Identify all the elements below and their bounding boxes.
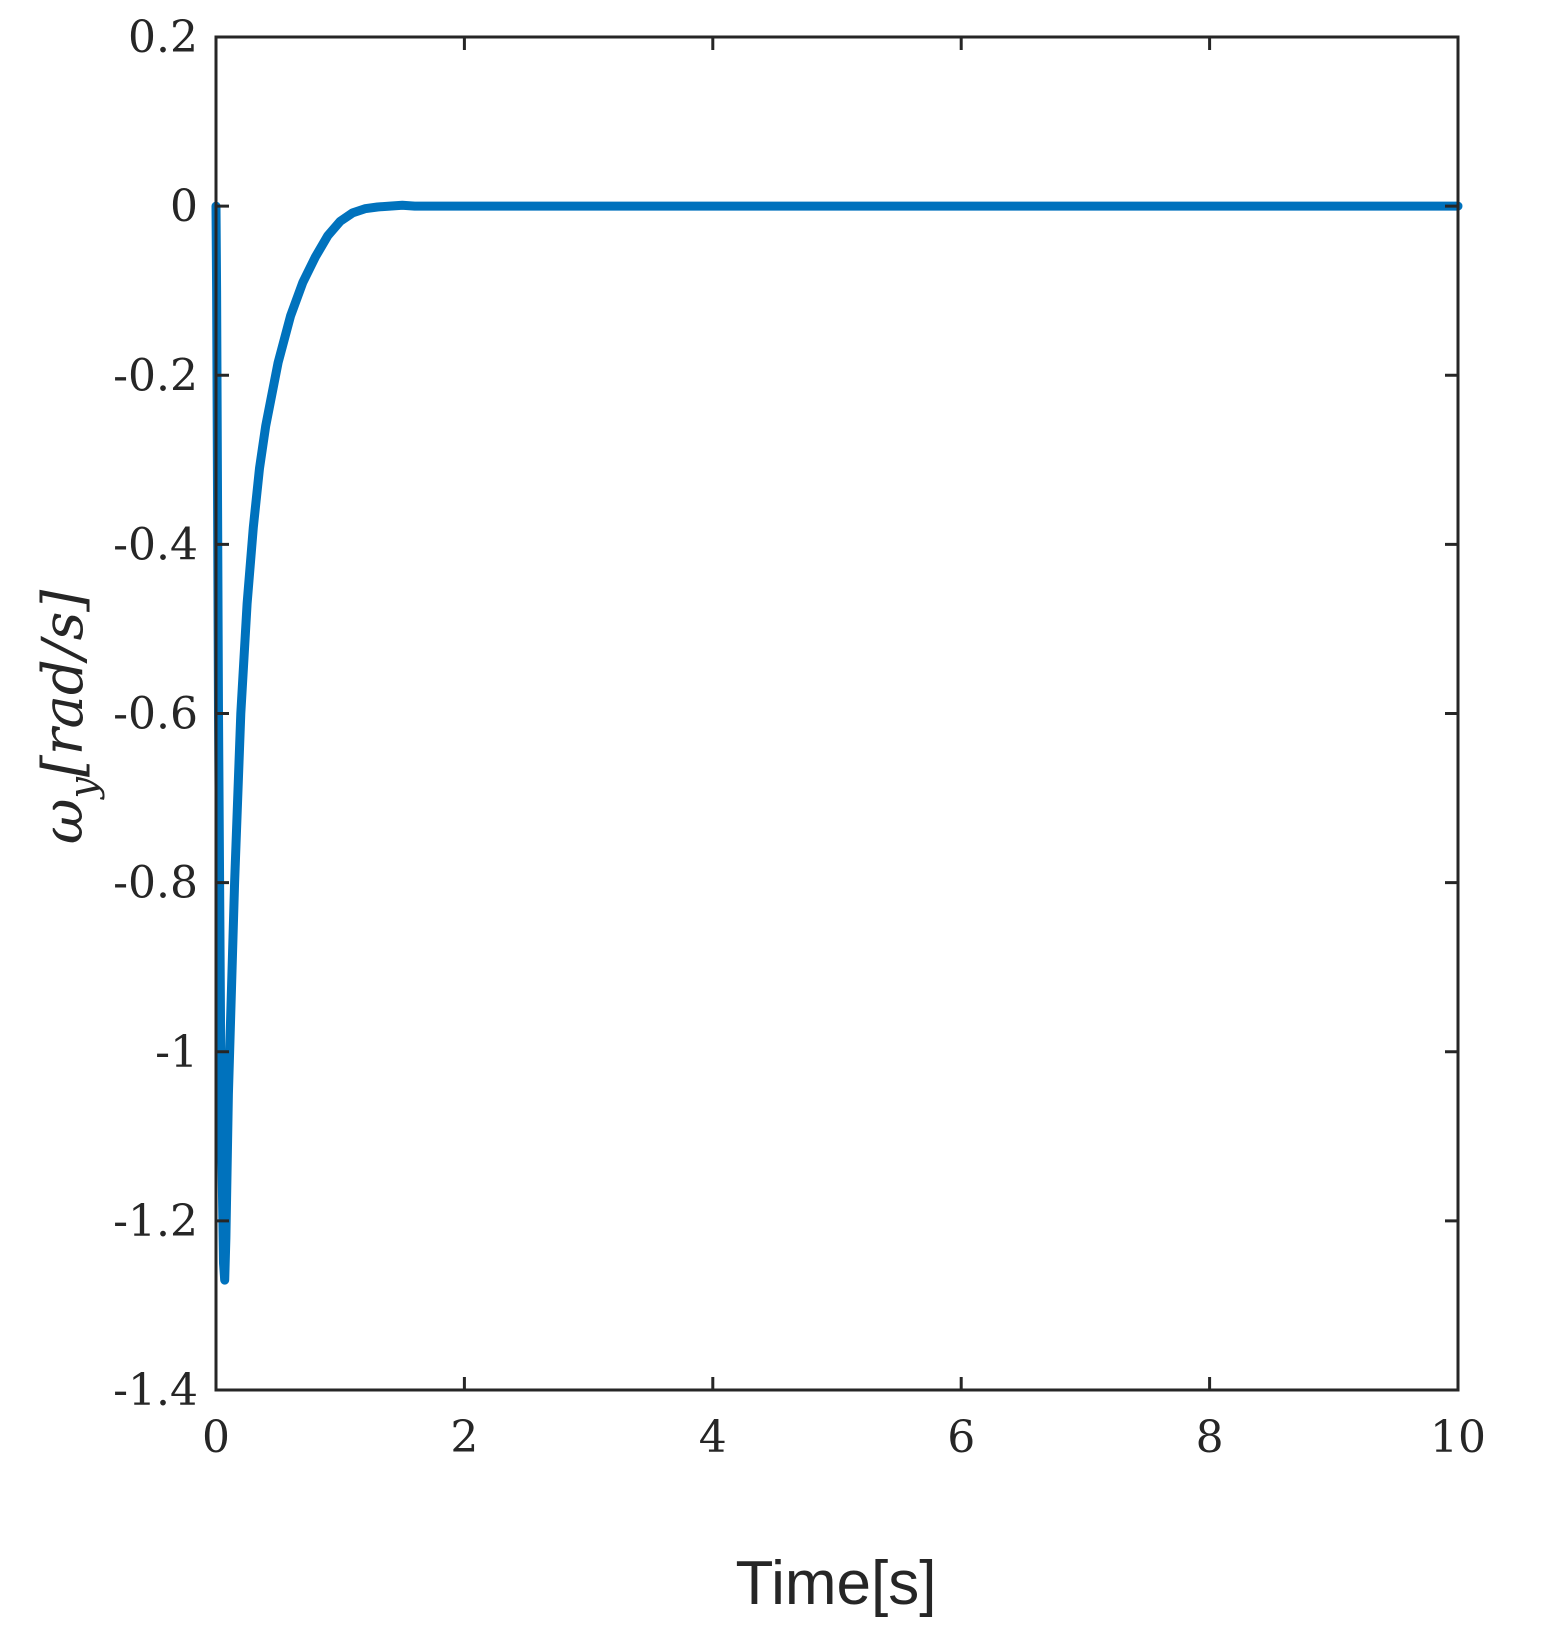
y-axis-unit: [rad/s] (31, 590, 96, 777)
plot-background (216, 37, 1458, 1390)
series-line-0 (211, 200, 1463, 1285)
y-axis-title: ωy[rad/s] (31, 590, 105, 845)
y-axis-symbol: ω (31, 799, 96, 845)
x-tick-label: 4 (699, 1412, 727, 1463)
labels-layer: 0 2 4 6 8 10 0.2 0 -0.2 -0.4 -0.6 -0.8 -1 -1.2 -1.4 (113, 12, 1486, 1463)
x-axis-title: Time[s] (736, 1549, 937, 1618)
x-tick-label: 10 (1430, 1412, 1486, 1463)
ticks-layer (214, 35, 1460, 1392)
y-tick-label: -1.4 (113, 1365, 198, 1416)
y-axis-subscript: y (61, 777, 105, 801)
y-tick-label: -0.6 (113, 689, 198, 740)
x-tick-label: 6 (947, 1412, 975, 1463)
y-tick-label: 0.2 (128, 12, 198, 63)
x-tick-label: 2 (450, 1412, 478, 1463)
x-tick-label: 8 (1196, 1412, 1224, 1463)
y-tick-label: -0.8 (113, 858, 198, 909)
y-tick-label: -1.2 (113, 1196, 198, 1247)
y-tick-label: -1 (155, 1027, 198, 1078)
y-tick-label: -0.2 (113, 350, 198, 401)
series-layer (211, 200, 1463, 1285)
x-tick-label: 0 (202, 1412, 230, 1463)
y-tick-label: -0.4 (113, 519, 198, 570)
plot-area (216, 37, 1458, 1390)
y-tick-label: 0 (170, 181, 198, 232)
